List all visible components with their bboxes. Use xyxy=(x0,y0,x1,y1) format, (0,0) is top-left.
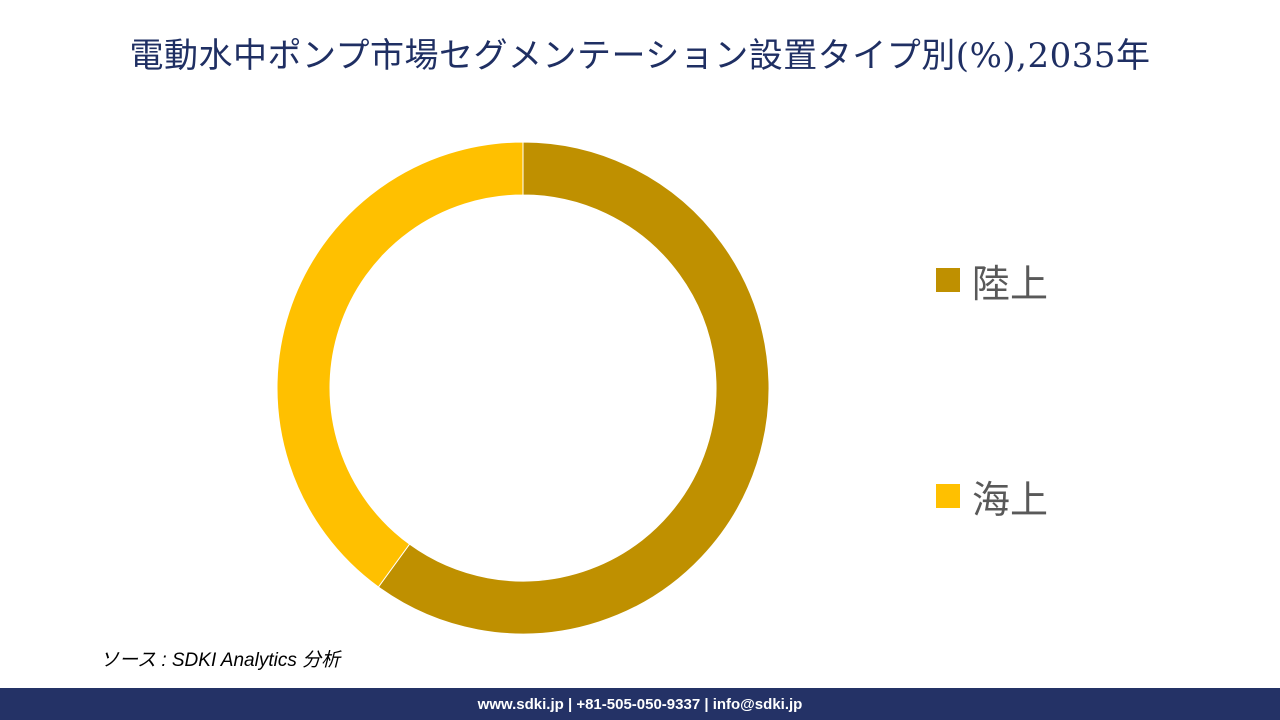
donut-slice-1 xyxy=(276,141,524,588)
footer-contact-bar: www.sdki.jp | +81-505-050-9337 | info@sd… xyxy=(0,688,1280,720)
legend-label-sea: 海上 xyxy=(972,477,1049,522)
legend: 陸上 海上 xyxy=(936,252,1048,684)
source-note: ソース : SDKI Analytics 分析 xyxy=(100,650,341,671)
legend-label-land: 陸上 xyxy=(972,261,1049,306)
donut-slice-0 xyxy=(377,141,770,635)
legend-item-land: 陸上 xyxy=(936,252,1048,308)
chart-title: 電動水中ポンプ市場セグメンテーション設置タイプ別(%),2035年 xyxy=(129,36,1151,76)
legend-swatch-land xyxy=(936,268,960,292)
legend-item-sea: 海上 xyxy=(936,468,1048,524)
legend-swatch-sea xyxy=(936,484,960,508)
